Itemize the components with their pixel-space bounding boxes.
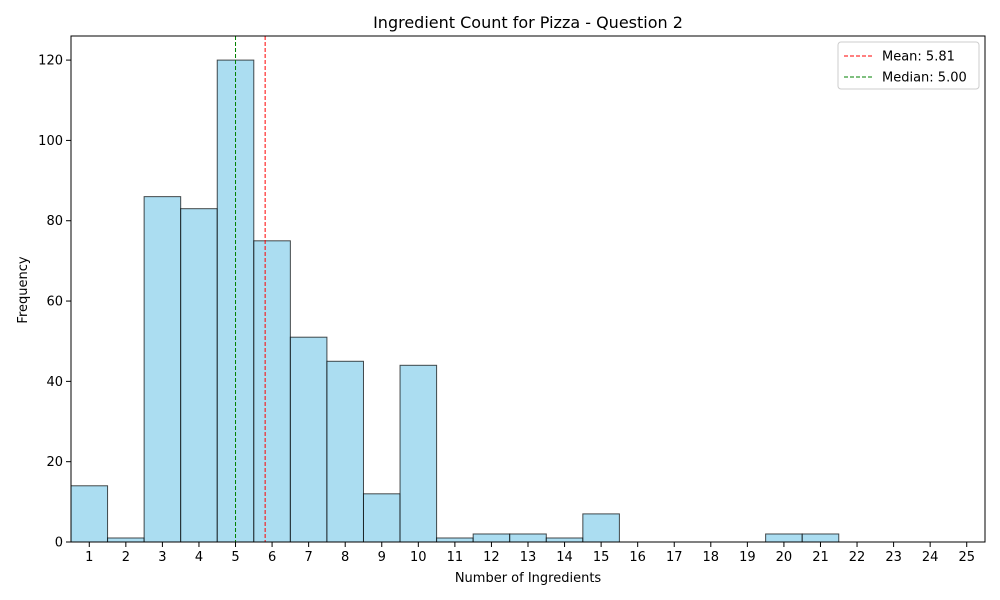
- x-tick-label: 11: [447, 550, 464, 565]
- x-tick-label: 8: [341, 550, 349, 565]
- x-tick-label: 25: [958, 550, 975, 565]
- bar-9: [362, 493, 401, 543]
- x-axis-label: Number of Ingredients: [455, 571, 602, 586]
- x-tick-label: 19: [739, 550, 756, 565]
- x-tick-label: 22: [849, 550, 866, 565]
- x-tick-label: 3: [158, 550, 166, 565]
- chart-title: Ingredient Count for Pizza - Question 2: [373, 13, 683, 32]
- x-tick-label: 18: [703, 550, 720, 565]
- x-tick-label: 17: [666, 550, 683, 565]
- x-tick-label: 9: [378, 550, 386, 565]
- x-tick-label: 1: [85, 550, 93, 565]
- x-tick-label: 10: [410, 550, 427, 565]
- x-tick-label: 24: [922, 550, 939, 565]
- y-tick-label: 0: [55, 536, 63, 551]
- y-ticks-group: 0 20 40 60 80 100 120: [38, 54, 71, 551]
- legend-box: [837, 41, 980, 90]
- bar-15: [582, 513, 620, 543]
- x-tick-label: 20: [776, 550, 793, 565]
- legend: Mean: 5.81 Median: 5.00: [837, 41, 980, 90]
- bar-4: [180, 208, 218, 543]
- y-tick-label: 80: [46, 214, 63, 229]
- legend-entry-label: Median: 5.00: [882, 71, 967, 86]
- y-axis-label: Frequency: [16, 256, 31, 323]
- y-tick-label: 60: [46, 295, 63, 310]
- bar-14: [545, 537, 584, 543]
- x-tick-label: 5: [231, 550, 239, 565]
- bar-21: [801, 533, 840, 543]
- x-tick-label: 7: [304, 550, 312, 565]
- bar-3: [143, 196, 182, 543]
- x-tick-label: 14: [556, 550, 573, 565]
- x-tick-label: 2: [122, 550, 130, 565]
- x-tick-label: 21: [812, 550, 829, 565]
- bar-10: [399, 364, 438, 543]
- bar-20: [765, 533, 803, 543]
- reference-lines-group: [235, 36, 266, 542]
- bars-group: [70, 59, 840, 543]
- x-tick-label: 16: [629, 550, 646, 565]
- bar-1: [70, 485, 109, 543]
- bar-11: [436, 537, 474, 543]
- x-tick-label: 6: [268, 550, 276, 565]
- bar-8: [326, 360, 364, 543]
- y-tick-label: 100: [38, 134, 63, 149]
- legend-entry-label: Mean: 5.81: [882, 50, 955, 65]
- y-tick-label: 40: [46, 375, 63, 390]
- bar-13: [509, 533, 547, 543]
- bar-12: [472, 533, 511, 543]
- x-tick-label: 12: [483, 550, 500, 565]
- x-tick-label: 15: [593, 550, 610, 565]
- y-tick-label: 120: [38, 54, 63, 69]
- x-tick-label: 13: [520, 550, 537, 565]
- bar-7: [289, 336, 328, 543]
- x-ticks-group: 1 2 3 4 5 6 7 8 9 10 11 12 13 14 15 16 17 18 19 20 21 22 23 24 2…: [85, 542, 975, 565]
- x-tick-label: 23: [885, 550, 902, 565]
- bar-6: [253, 240, 291, 543]
- y-tick-label: 20: [46, 455, 63, 470]
- x-tick-label: 4: [195, 550, 203, 565]
- bar-2: [107, 537, 145, 543]
